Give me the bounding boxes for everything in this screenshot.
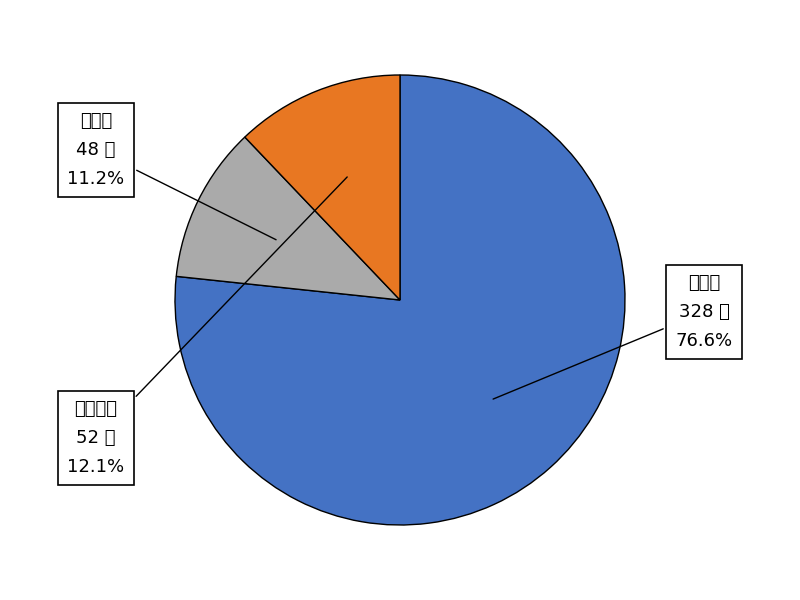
Text: 加入者
328 名
76.6%: 加入者 328 名 76.6% [493,274,733,399]
Wedge shape [175,75,625,525]
Text: 未加入者
52 名
12.1%: 未加入者 52 名 12.1% [67,177,347,476]
Wedge shape [176,137,400,300]
Text: 退会者
48 名
11.2%: 退会者 48 名 11.2% [67,112,276,240]
Wedge shape [245,75,400,300]
